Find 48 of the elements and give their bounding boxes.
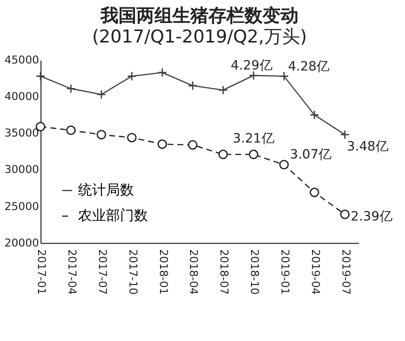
point [248, 150, 258, 160]
point [310, 188, 320, 198]
legend-label: 统计局数 [78, 182, 134, 198]
x-tick-label: 2017-01 [35, 249, 48, 295]
point [36, 71, 46, 81]
point [218, 150, 228, 160]
x-tick-label: 2018-04 [187, 249, 200, 295]
y-tick-label: 25000 [4, 200, 40, 213]
x-tick-label: 2017-07 [96, 249, 109, 295]
point [188, 140, 198, 150]
x-tick-label: 2018-07 [218, 249, 231, 295]
chart-title: 我国两组生猪存栏数变动 [100, 6, 299, 27]
point [279, 160, 289, 170]
x-tick-label: 2019-04 [308, 249, 322, 295]
point [218, 85, 228, 95]
x-tick-label: 2018-10 [248, 249, 262, 295]
point [340, 130, 350, 140]
legend-label: 农业部门数 [78, 208, 148, 224]
point [157, 68, 168, 78]
point [127, 71, 137, 81]
x-tick-label: 2019-01 [278, 249, 292, 295]
annotation: 4.29亿 [230, 58, 272, 74]
x-tick-label: 2017-04 [65, 249, 78, 295]
chart-subtitle: (2017/Q1-2019/Q2,万头) [92, 26, 307, 48]
annotation: 4.28亿 [288, 59, 330, 74]
point [127, 132, 137, 142]
annotation: 3.48亿 [346, 139, 388, 154]
point [310, 110, 320, 120]
point [157, 139, 168, 149]
annotation: 2.39亿 [350, 209, 392, 224]
annotation: 3.21亿 [232, 132, 274, 147]
x-tick-label: 2019-07 [339, 249, 352, 295]
point [96, 130, 106, 140]
point [340, 210, 350, 220]
y-tick-label: 20000 [4, 236, 40, 250]
point [248, 70, 258, 80]
point [66, 84, 76, 94]
point [66, 126, 76, 136]
y-tick-label: 30000 [4, 163, 40, 176]
y-tick-label: 40000 [4, 90, 40, 104]
point [279, 71, 289, 81]
point [96, 90, 106, 100]
y-tick-label: 35000 [4, 126, 40, 140]
x-tick-label: 2018-01 [156, 249, 170, 295]
y-tick-label: 45000 [4, 54, 40, 67]
x-tick-label: 2017-10 [126, 249, 140, 295]
point [188, 80, 198, 90]
annotation: 3.07亿 [290, 148, 332, 163]
